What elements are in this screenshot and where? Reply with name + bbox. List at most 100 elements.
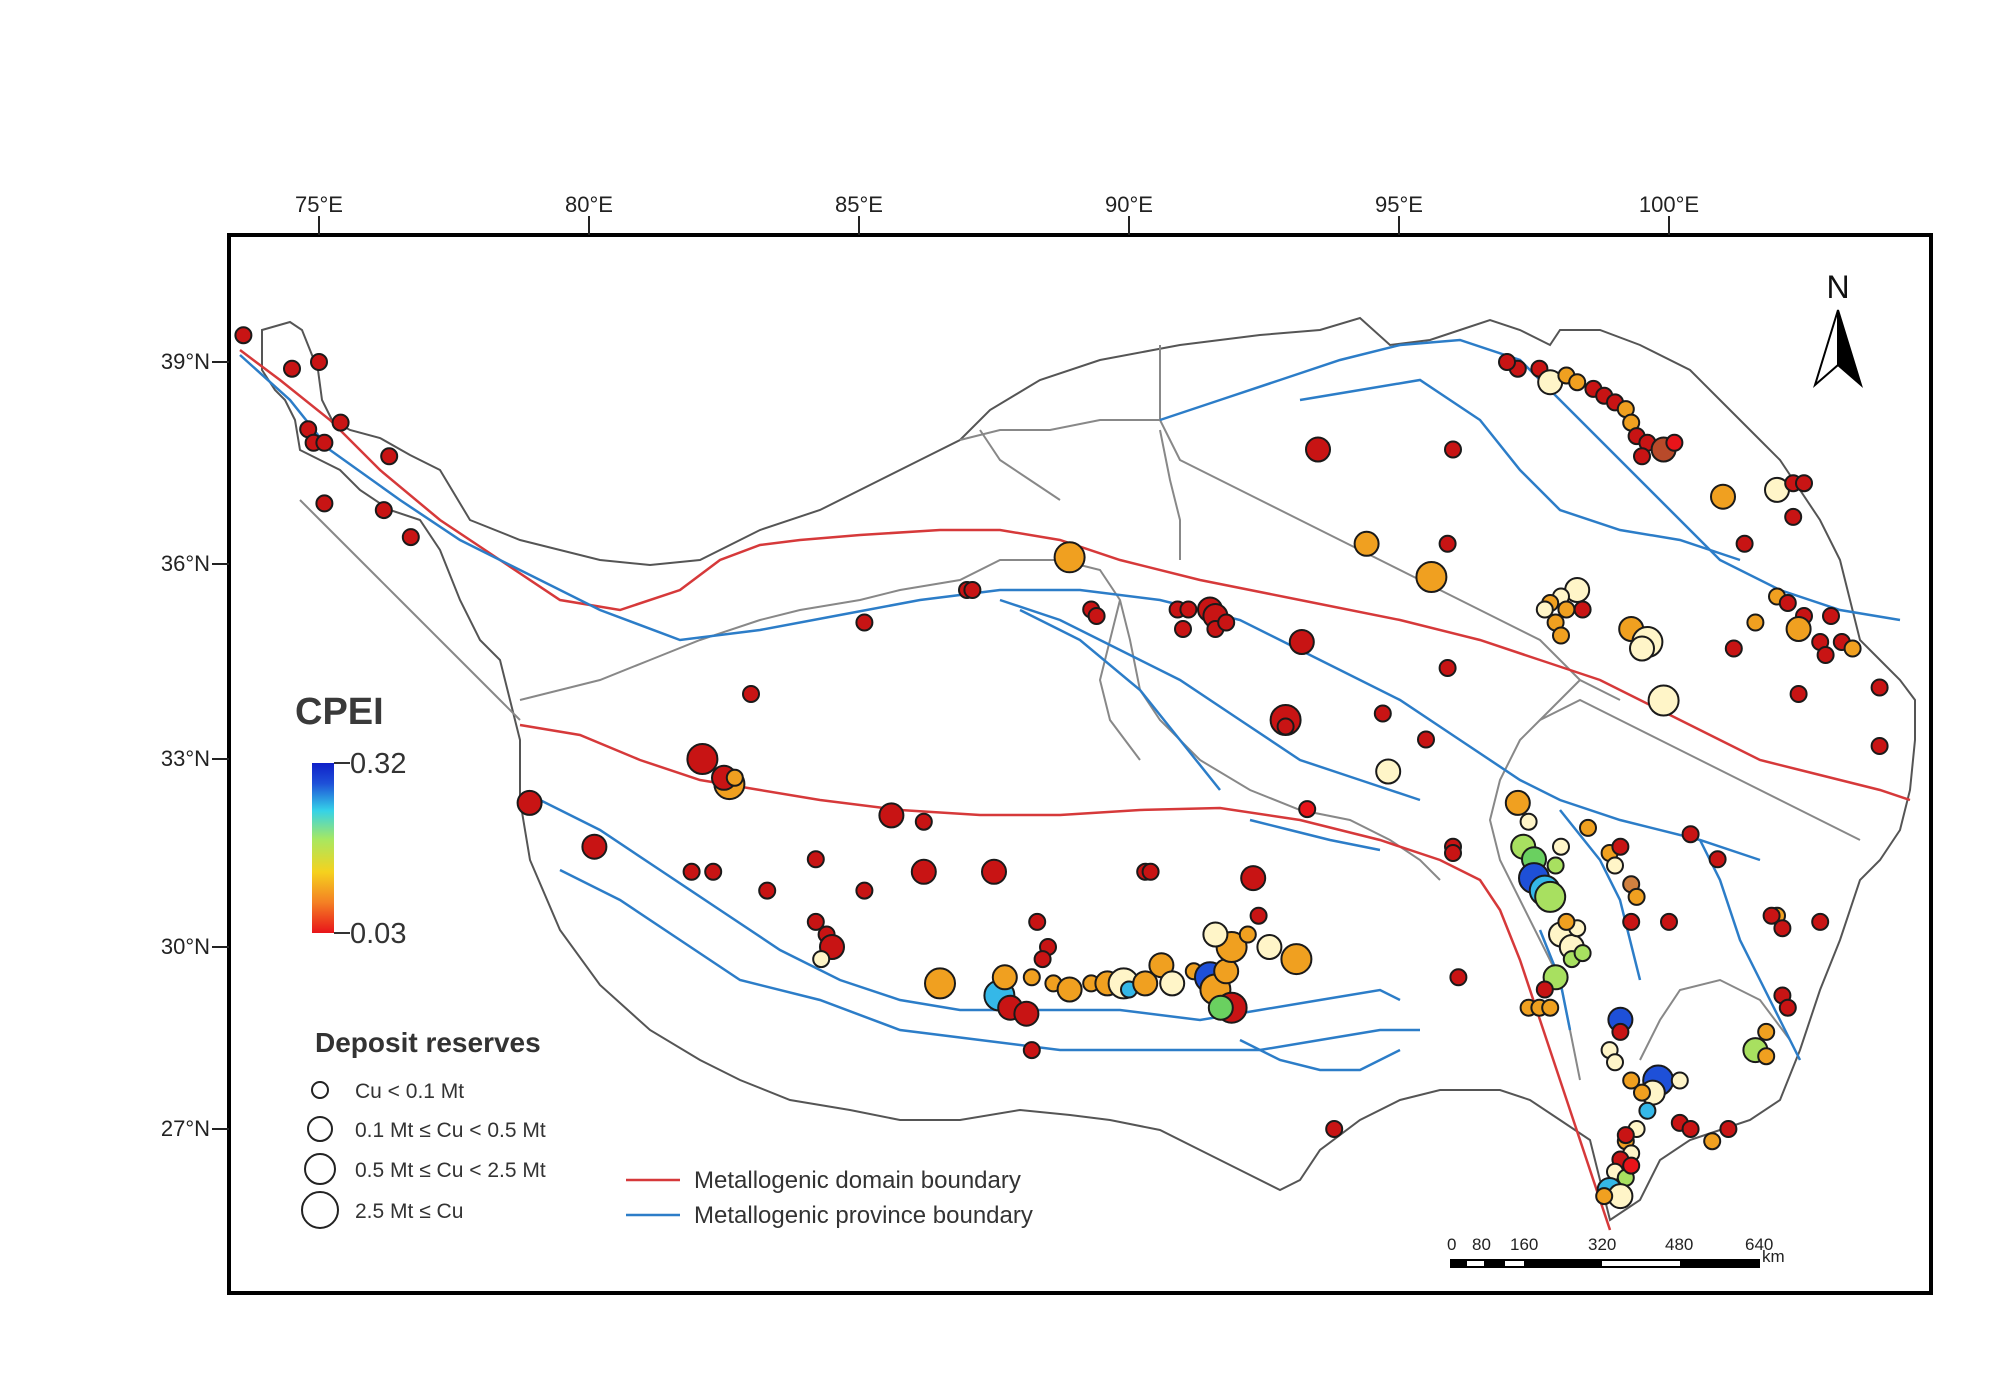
deposit-point <box>1573 944 1592 963</box>
deposit-point <box>1611 1022 1630 1041</box>
deposit-point <box>1415 561 1448 593</box>
deposit-point <box>581 833 608 860</box>
deposit-point <box>1438 659 1457 677</box>
deposit-point <box>1627 887 1646 906</box>
scale-unit: km <box>1762 1247 1785 1266</box>
deposit-point <box>315 494 334 513</box>
deposit-point <box>914 812 933 831</box>
deposit-point <box>725 768 744 787</box>
deposit-point <box>1633 1083 1651 1102</box>
lon-tick-label: 100°E <box>1639 192 1699 217</box>
size-legend-item: 0.1 Mt ≤ Cu < 0.5 Mt <box>355 1119 546 1142</box>
cpei-min-label: 0.03 <box>350 918 406 950</box>
scale-bar: 0 80 160 320 480 640 km <box>1447 1235 1785 1268</box>
deposit-point <box>1238 925 1257 944</box>
scale-label: 160 <box>1510 1235 1538 1254</box>
deposit-point <box>991 964 1018 991</box>
deposit-point <box>812 950 831 969</box>
scale-label: 640 <box>1745 1235 1773 1254</box>
deposit-point <box>1633 447 1651 466</box>
domain-line-label: Metallogenic domain boundary <box>694 1167 1021 1194</box>
deposit-point <box>1606 1053 1624 1072</box>
deposit-point <box>1811 912 1830 931</box>
deposit-point <box>1870 737 1889 755</box>
deposit-point <box>1573 600 1592 619</box>
deposit-point <box>310 353 328 371</box>
size-legend-item: 0.5 Mt ≤ Cu < 2.5 Mt <box>355 1159 546 1182</box>
deposit-point <box>910 858 937 885</box>
deposit-point <box>1557 912 1576 931</box>
deposit-point <box>1249 906 1268 925</box>
deposit-point <box>1708 850 1727 869</box>
lat-tick-label: 33°N <box>161 746 210 771</box>
deposit-point <box>1179 600 1198 619</box>
cpei-title: CPEI <box>295 691 384 733</box>
scale-label: 480 <box>1665 1235 1693 1254</box>
deposit-point <box>1305 436 1331 463</box>
deposit-point <box>1568 373 1587 392</box>
lon-tick-label: 90°E <box>1105 192 1153 217</box>
deposit-point <box>1325 1120 1344 1138</box>
deposit-point <box>1256 934 1283 960</box>
deposit-point <box>1785 616 1812 642</box>
deposit-point <box>1629 635 1655 662</box>
deposit-point <box>1033 950 1052 969</box>
size-legend-item: 2.5 Mt ≤ Cu <box>355 1200 463 1223</box>
deposit-point <box>1288 629 1315 655</box>
deposit-point <box>1504 789 1531 816</box>
deposit-point <box>855 613 874 632</box>
deposit-point <box>1843 639 1862 658</box>
size-legend-title: Deposit reserves <box>315 1027 541 1058</box>
deposit-point <box>1579 818 1597 837</box>
deposit-point <box>1056 976 1083 1003</box>
deposit-point <box>1660 912 1678 931</box>
deposit-point <box>1535 980 1554 999</box>
deposit-point <box>1276 717 1295 736</box>
size-symbol-medium <box>307 1116 333 1142</box>
deposit-point <box>516 789 543 816</box>
deposit-point <box>331 413 350 432</box>
deposit-point <box>1174 620 1192 638</box>
deposit-point <box>1710 483 1736 510</box>
cpei-legend: CPEI 0.32 0.03 <box>295 691 406 950</box>
deposit-point <box>1498 353 1516 371</box>
deposit-point <box>1202 921 1229 948</box>
latitude-ticks: 39°N 36°N 33°N 30°N 27°N <box>161 349 229 1141</box>
deposit-point <box>1611 837 1630 856</box>
deposit-point <box>1022 968 1041 987</box>
deposit-point <box>1606 856 1624 875</box>
deposit-point <box>1757 1047 1776 1066</box>
deposit-point <box>1816 646 1835 664</box>
deposit-point <box>1022 1041 1041 1060</box>
lon-tick-label: 80°E <box>565 192 613 217</box>
deposit-point <box>1217 613 1236 632</box>
lat-tick-label: 27°N <box>161 1116 210 1141</box>
north-label: N <box>1826 269 1849 305</box>
deposit-point <box>1778 594 1797 612</box>
deposit-point <box>1552 837 1570 856</box>
line-legend: Metallogenic domain boundary Metallogeni… <box>626 1167 1033 1229</box>
deposit-point <box>1534 880 1567 913</box>
deposit-point <box>1870 678 1889 697</box>
cpei-max-label: 0.32 <box>350 748 406 780</box>
deposit-point <box>1647 684 1680 717</box>
deposit-point <box>1795 474 1813 493</box>
deposit-point <box>1546 856 1565 875</box>
deposit-point <box>1053 541 1086 574</box>
deposit-point <box>374 501 393 520</box>
deposit-point <box>1757 1022 1776 1041</box>
deposit-point <box>1622 1071 1641 1090</box>
deposit-point <box>1240 865 1267 892</box>
deposit-point <box>1665 433 1684 452</box>
deposit-point <box>1681 1120 1700 1138</box>
deposit-point <box>1719 1120 1738 1138</box>
deposit-point <box>1207 994 1234 1021</box>
deposit-point <box>1552 626 1570 645</box>
deposit-point <box>1449 968 1468 987</box>
deposit-point <box>1789 685 1808 703</box>
deposit-point <box>1595 1187 1614 1206</box>
deposit-point <box>1784 507 1803 526</box>
deposit-point <box>1159 970 1186 997</box>
deposit-point <box>806 912 825 931</box>
deposit-point <box>1778 998 1797 1017</box>
